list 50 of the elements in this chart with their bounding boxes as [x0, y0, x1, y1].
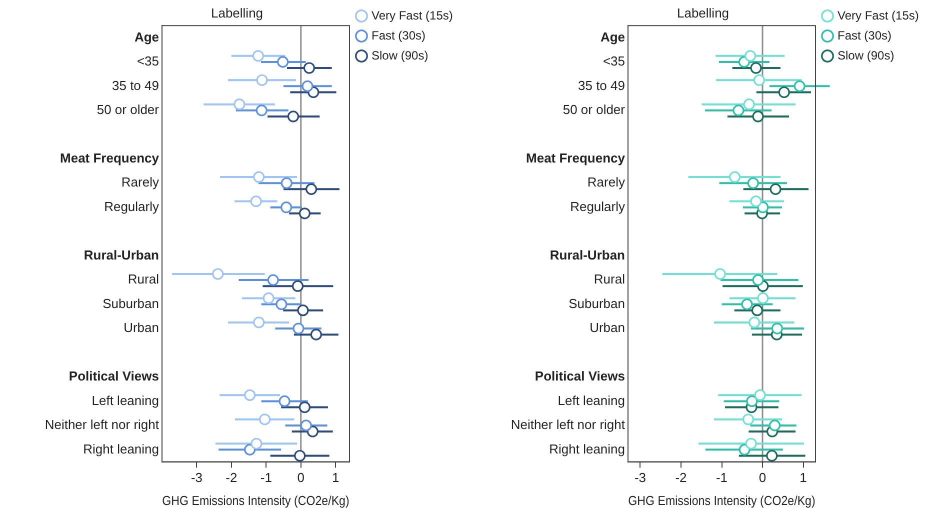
y-tick-label: Rarely: [121, 174, 160, 190]
x-tick-label: -3: [634, 470, 646, 486]
legend-label: Very Fast (15s): [372, 8, 453, 22]
y-tick-label: Rarely: [587, 174, 626, 190]
legend-label: Very Fast (15s): [838, 8, 919, 22]
y-tick-label: Left leaning: [558, 392, 625, 408]
y-tick-label: <35: [136, 54, 159, 69]
y-tick-label: 50 or older: [96, 102, 160, 117]
y-tick-label: Age: [600, 29, 625, 44]
y-tick-label: Right leaning: [549, 441, 625, 456]
x-axis-title: GHG Emissions Intensity (CO2e/Kg): [162, 493, 350, 508]
y-tick-label: Suburban: [568, 296, 625, 311]
x-tick-label: 1: [800, 470, 807, 486]
y-tick-label: Rural-Urban: [550, 247, 626, 262]
y-tick-label: Right leaning: [83, 441, 159, 456]
y-tick-label: 35 to 49: [112, 78, 159, 93]
y-tick-label: Rural: [594, 272, 626, 287]
legend-label: Slow (90s): [838, 48, 894, 62]
x-tick-label: -2: [226, 470, 238, 486]
y-tick-label: Political Views: [68, 368, 159, 384]
y-tick-label: Political Views: [534, 368, 625, 384]
legend-label: Fast (30s): [838, 28, 892, 42]
y-tick-label: 50 or older: [562, 102, 626, 117]
y-tick-label: Neither left nor right: [44, 417, 160, 432]
y-tick-label: Meat Frequency: [60, 150, 160, 166]
y-tick-label: Age: [134, 29, 159, 44]
y-tick-label: Urban: [590, 320, 625, 336]
y-tick-label: <35: [602, 54, 625, 69]
y-tick-label: Regularly: [104, 198, 160, 214]
x-tick-label: 0: [758, 470, 766, 486]
legend-label: Slow (90s): [372, 48, 428, 62]
y-tick-label: Regularly: [570, 198, 626, 214]
y-tick-label: Suburban: [102, 296, 159, 311]
legend-label: Fast (30s): [372, 28, 426, 42]
x-tick-label: -3: [190, 470, 203, 486]
y-tick-label: Rural-Urban: [84, 247, 160, 262]
y-tick-label: Meat Frequency: [526, 150, 626, 166]
x-tick-label: -1: [716, 470, 728, 486]
x-tick-label: 1: [332, 470, 340, 486]
x-axis-title: GHG Emissions Intensity (CO2e/Kg): [628, 493, 816, 508]
y-tick-label: 35 to 49: [578, 78, 625, 93]
x-tick-label: -2: [675, 470, 687, 486]
x-tick-label: 0: [297, 470, 305, 486]
y-tick-label: Rural: [128, 272, 160, 287]
x-tick-label: -1: [260, 470, 272, 486]
chart-title: Labelling: [210, 5, 264, 20]
chart-title: Labelling: [676, 5, 730, 20]
y-tick-label: Left leaning: [92, 392, 159, 408]
y-tick-label: Neither left nor right: [510, 417, 626, 432]
y-tick-label: Urban: [124, 320, 159, 336]
